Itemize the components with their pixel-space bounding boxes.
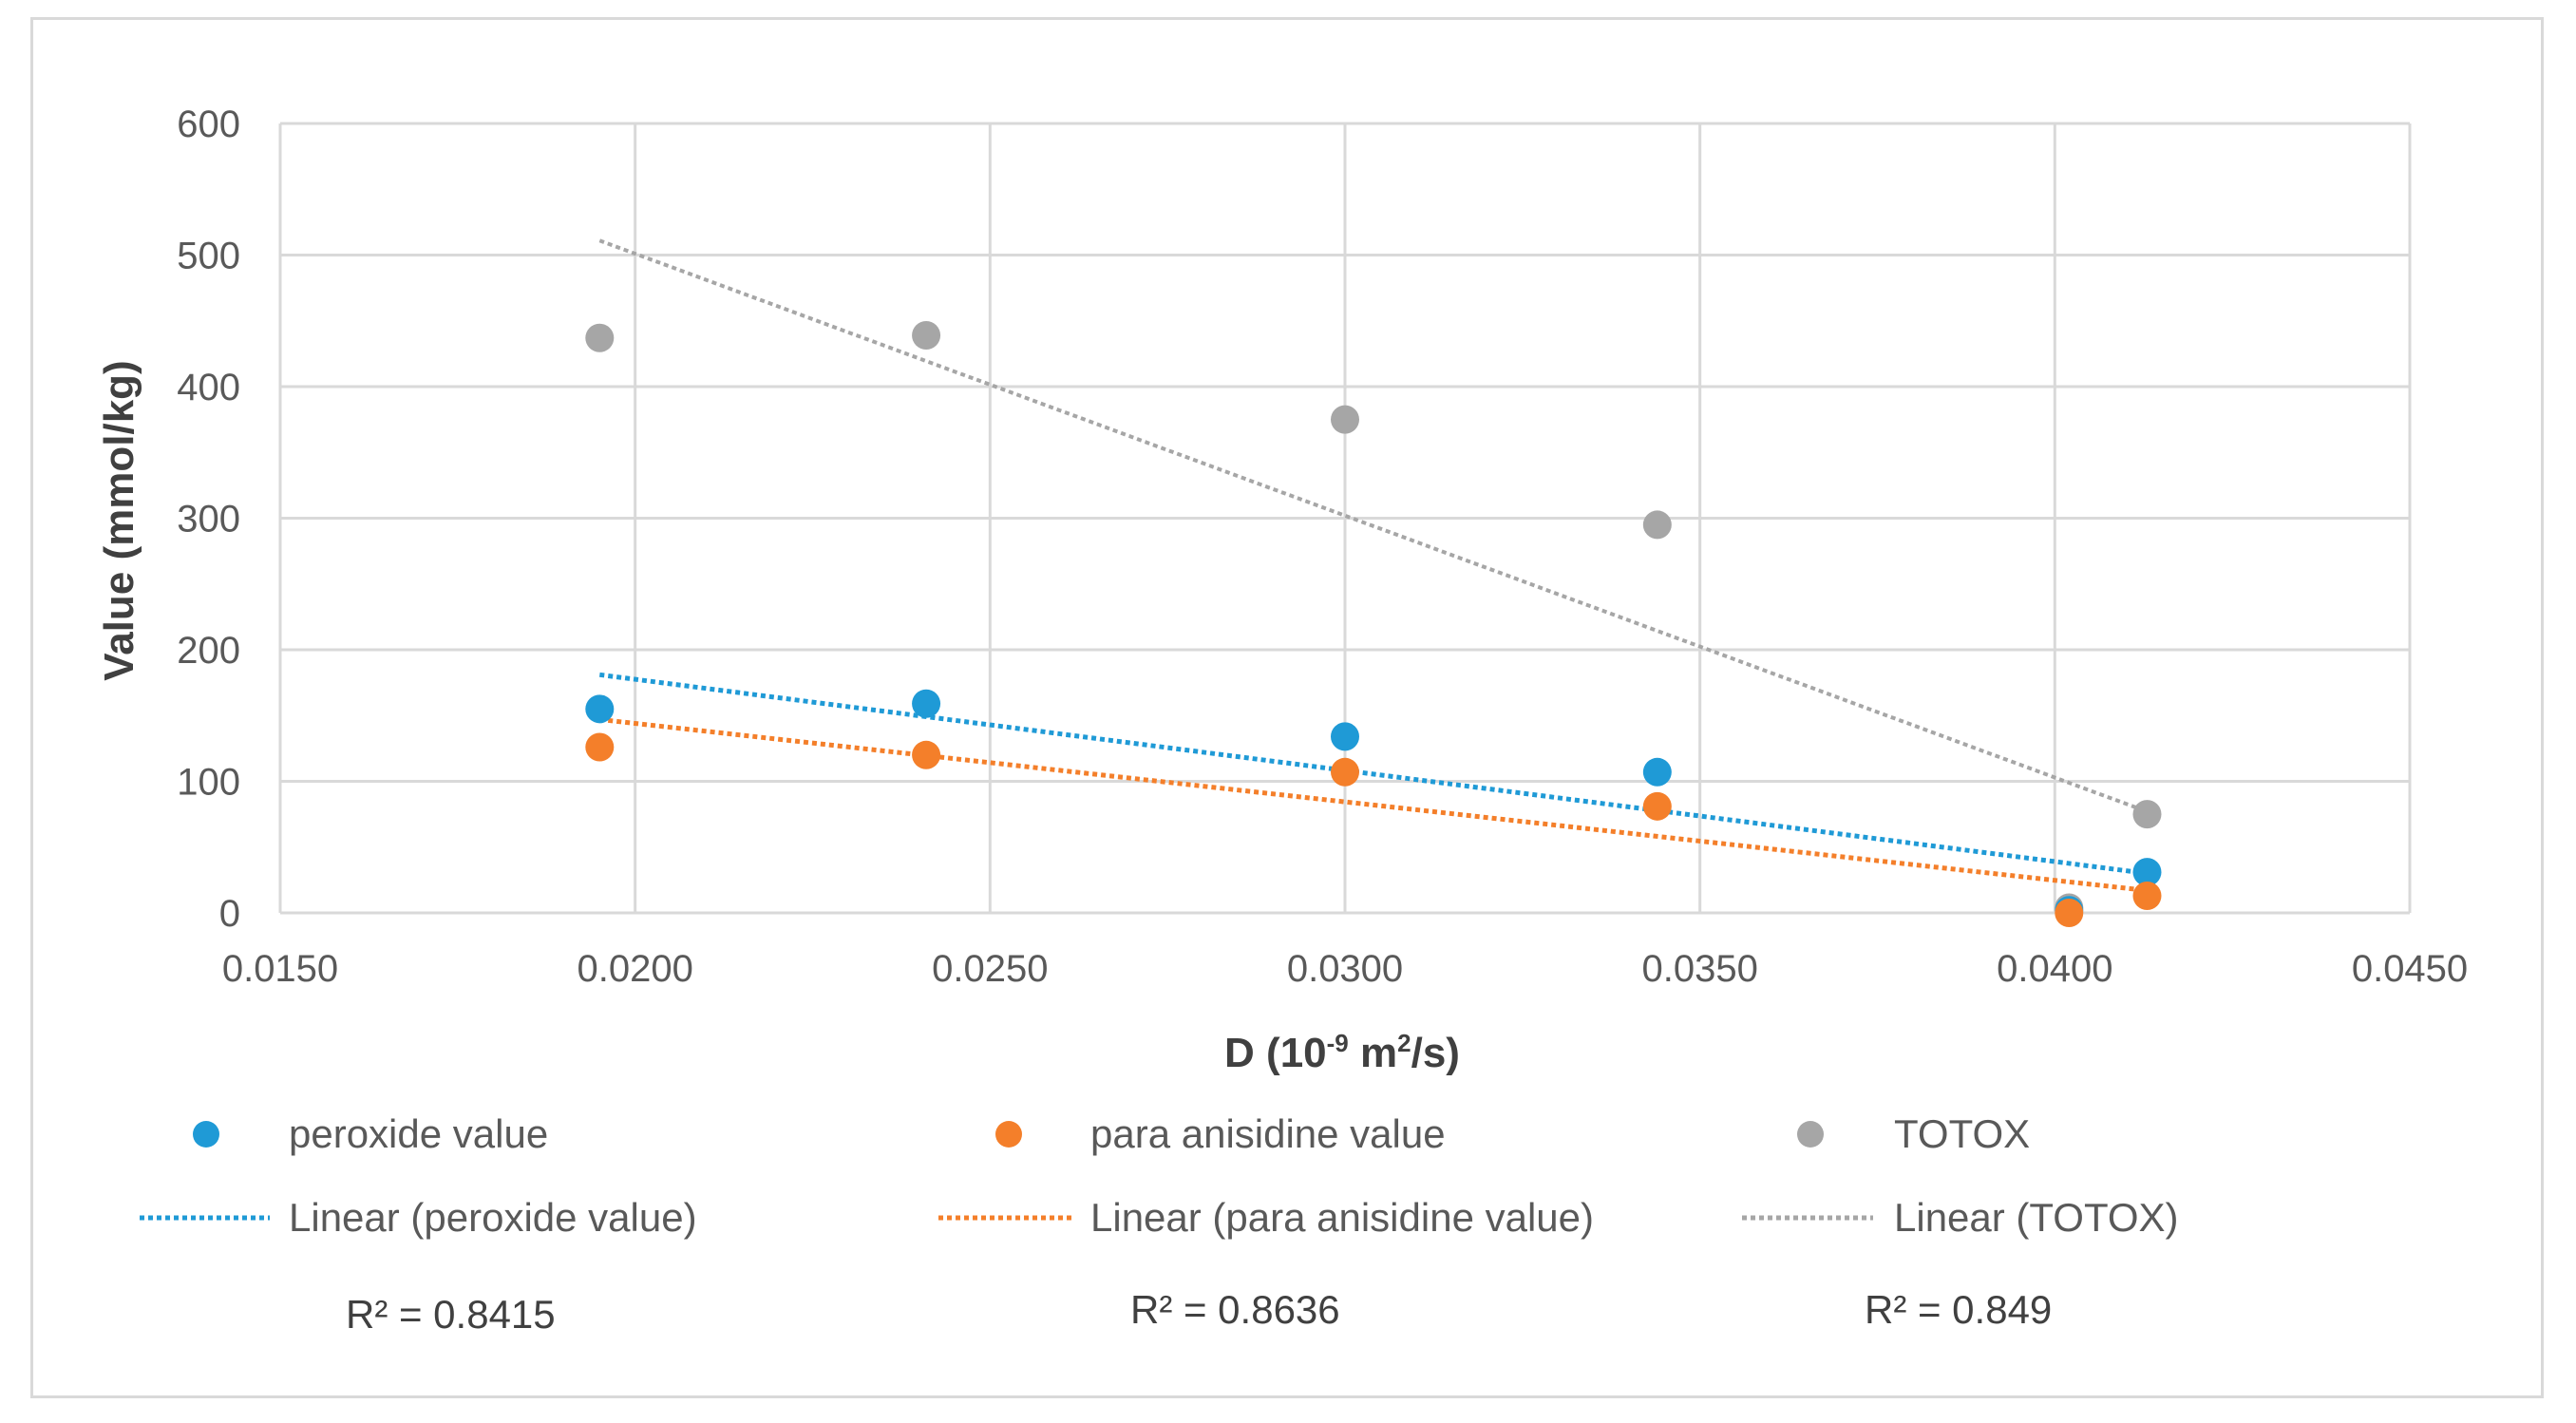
legend-label-peroxide-trend: Linear (peroxide value) bbox=[289, 1195, 697, 1240]
trendline-2 bbox=[598, 238, 2149, 814]
data-point-layer bbox=[585, 320, 2162, 927]
y-tick-label: 500 bbox=[177, 236, 240, 277]
x-axis-title-main: D (10 bbox=[1224, 1030, 1327, 1076]
y-tick-label: 600 bbox=[177, 104, 240, 145]
data-point-1-4 bbox=[2055, 899, 2084, 927]
x-axis-title-end: /s) bbox=[1411, 1030, 1460, 1076]
data-point-1-2 bbox=[1331, 757, 1359, 787]
x-tick-label: 0.0450 bbox=[2352, 948, 2468, 990]
legend: peroxide value para anisidine value TOTO… bbox=[140, 1111, 2179, 1337]
data-point-1-0 bbox=[585, 732, 615, 762]
x-tick-label: 0.0250 bbox=[932, 948, 1048, 990]
data-point-1-1 bbox=[912, 740, 941, 769]
trendline-0 bbox=[598, 672, 2148, 876]
legend-label-totox: TOTOX bbox=[1894, 1111, 2030, 1156]
r2-totox: R² = 0.849 bbox=[1865, 1287, 2052, 1332]
data-point-0-0 bbox=[585, 694, 615, 724]
x-tick-label: 0.0400 bbox=[1997, 948, 2112, 990]
data-point-1-5 bbox=[2132, 881, 2162, 910]
data-point-1-3 bbox=[1642, 791, 1672, 821]
x-tick-label: 0.0300 bbox=[1287, 948, 1403, 990]
x-axis-title-exponent-2: 2 bbox=[1397, 1029, 1411, 1057]
legend-label-peroxide: peroxide value bbox=[289, 1111, 548, 1156]
y-axis-title: Value (mmol/kg) bbox=[96, 360, 142, 680]
data-point-0-3 bbox=[1642, 757, 1672, 787]
r2-peroxide: R² = 0.8415 bbox=[346, 1292, 556, 1337]
data-point-2-3 bbox=[1642, 510, 1672, 540]
data-point-2-0 bbox=[585, 323, 615, 352]
legend-marker-peroxide bbox=[193, 1121, 219, 1148]
y-tick-label: 200 bbox=[177, 630, 240, 672]
legend-marker-totox bbox=[1797, 1121, 1824, 1148]
data-point-2-2 bbox=[1331, 405, 1359, 434]
y-tick-label: 300 bbox=[177, 499, 240, 541]
legend-marker-para-anisidine bbox=[995, 1121, 1022, 1148]
x-axis-title-unit: m bbox=[1349, 1030, 1397, 1076]
x-tick-label: 0.0150 bbox=[222, 948, 338, 990]
data-point-2-5 bbox=[2132, 800, 2162, 829]
data-point-2-1 bbox=[912, 320, 941, 350]
x-axis-title-exponent: -9 bbox=[1327, 1029, 1349, 1057]
trendline-layer bbox=[598, 238, 2149, 893]
tick-label-layer: 0 100 200 300 400 500 600 0.0150 0.0200 0.0250 0.0… bbox=[177, 104, 2468, 990]
r2-para-anisidine: R² = 0.8636 bbox=[1130, 1287, 1340, 1332]
data-point-0-5 bbox=[2132, 858, 2162, 887]
trendline-1 bbox=[599, 716, 2148, 893]
data-point-0-1 bbox=[912, 689, 941, 718]
y-tick-label: 100 bbox=[177, 762, 240, 804]
legend-label-para-anisidine: para anisidine value bbox=[1090, 1111, 1446, 1156]
x-tick-label: 0.0200 bbox=[577, 948, 692, 990]
legend-label-para-anisidine-trend: Linear (para anisidine value) bbox=[1090, 1195, 1594, 1240]
x-axis-title: D (10-9 m2/s) bbox=[1224, 1029, 1460, 1076]
data-point-0-2 bbox=[1331, 722, 1359, 751]
x-tick-label: 0.0350 bbox=[1641, 948, 1757, 990]
legend-label-totox-trend: Linear (TOTOX) bbox=[1894, 1195, 2179, 1240]
y-tick-label: 0 bbox=[219, 893, 240, 935]
chart-frame bbox=[30, 17, 2544, 1398]
y-tick-label: 400 bbox=[177, 367, 240, 408]
